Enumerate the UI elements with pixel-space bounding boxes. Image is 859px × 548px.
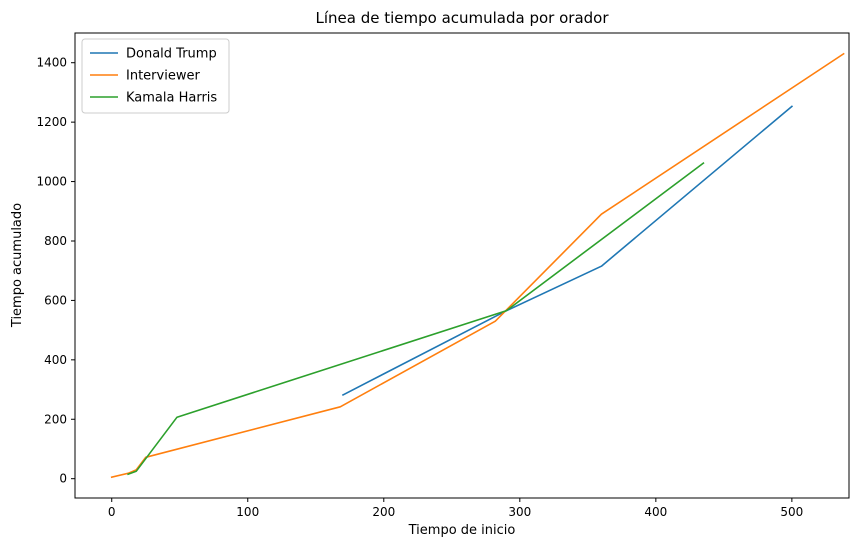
x-tick-label: 200 <box>372 505 395 519</box>
y-tick-label: 1200 <box>36 115 67 129</box>
x-tick-label: 500 <box>780 505 803 519</box>
y-tick-label: 1400 <box>36 56 67 70</box>
legend: Donald Trump Interviewer Kamala Harris <box>81 38 230 114</box>
x-tick-label: 300 <box>508 505 531 519</box>
series-line-interviewer <box>110 52 845 479</box>
y-tick-label: 600 <box>44 293 67 307</box>
y-tick-label: 400 <box>44 353 67 367</box>
y-tick-label: 200 <box>44 412 67 426</box>
y-tick-label: 0 <box>59 472 67 486</box>
y-axis: 0 200 400 600 800 1000 1200 1400 <box>36 56 75 486</box>
legend-label: Interviewer <box>126 69 200 84</box>
x-tick-label: 100 <box>236 505 259 519</box>
x-tick-label: 400 <box>644 505 667 519</box>
chart-title: Línea de tiempo acumulada por orador <box>315 9 609 27</box>
legend-box <box>81 38 230 114</box>
y-tick-label: 800 <box>44 234 67 248</box>
plot-lines <box>110 52 845 479</box>
x-tick-label: 0 <box>108 505 116 519</box>
series-line-kamala-harris <box>127 161 705 476</box>
y-axis-label: Tiempo acumulado <box>10 203 25 328</box>
legend-label: Kamala Harris <box>126 91 217 106</box>
legend-label: Donald Trump <box>126 47 217 62</box>
series-line-donald-trump <box>341 105 794 396</box>
x-axis: 0 100 200 300 400 500 <box>108 498 803 519</box>
y-tick-label: 1000 <box>36 175 67 189</box>
x-axis-label: Tiempo de inicio <box>408 523 516 538</box>
